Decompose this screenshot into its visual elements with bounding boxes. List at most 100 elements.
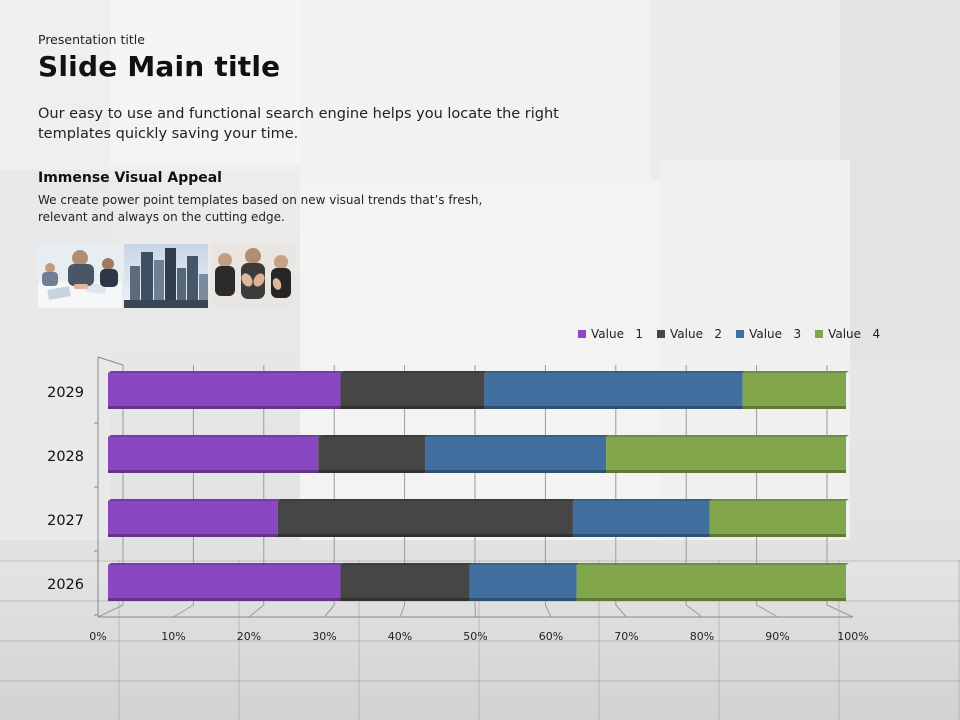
bar-segment bbox=[572, 501, 710, 537]
bar-segment bbox=[108, 437, 319, 473]
section-body: We create power point templates based on… bbox=[38, 193, 483, 224]
bar-segment-bottom bbox=[340, 598, 470, 601]
background-panel bbox=[110, 0, 300, 165]
floor-gridline bbox=[173, 604, 194, 618]
y-tick-label: 2028 bbox=[47, 449, 84, 465]
bar-segment-top bbox=[425, 435, 610, 437]
bar-segment-bottom bbox=[108, 598, 341, 601]
background-panel bbox=[0, 170, 110, 540]
bar-segment bbox=[709, 501, 846, 537]
bar-segment-top bbox=[108, 499, 281, 501]
bar-segment-bottom bbox=[277, 534, 573, 537]
legend-label: Value 4 bbox=[828, 327, 881, 341]
photo-applause bbox=[211, 244, 295, 308]
bar-segment bbox=[576, 565, 846, 601]
legend-item: Value 2 bbox=[657, 327, 722, 341]
bar-segment-bottom bbox=[108, 534, 278, 537]
bar-segment-top bbox=[340, 563, 473, 565]
legend-item: Value 4 bbox=[815, 327, 880, 341]
floor-gridline bbox=[97, 604, 124, 618]
x-tick-label: 50% bbox=[463, 630, 487, 643]
x-tick-label: 30% bbox=[312, 630, 336, 643]
bar-segment bbox=[340, 373, 485, 409]
bar-segment-top bbox=[709, 499, 849, 501]
bar-segment-bottom bbox=[108, 470, 319, 473]
bar-segment-bottom bbox=[108, 406, 341, 409]
photo-team-meeting bbox=[38, 244, 122, 308]
legend-item: Value 3 bbox=[736, 327, 801, 341]
floor-gridline bbox=[756, 604, 778, 618]
bar-segment bbox=[318, 437, 426, 473]
bar-segment-bottom bbox=[576, 598, 846, 601]
section-heading: Immense Visual Appeal bbox=[38, 170, 222, 186]
slide-main-title: Slide Main title bbox=[38, 50, 281, 83]
legend-label: Value 2 bbox=[670, 327, 723, 341]
legend-swatch bbox=[736, 330, 745, 338]
intro-text: Our easy to use and functional search en… bbox=[38, 106, 559, 142]
bar-segment-top bbox=[484, 371, 746, 373]
x-tick-label: 80% bbox=[690, 630, 714, 643]
bar-segment bbox=[340, 565, 470, 601]
background-panel bbox=[840, 0, 960, 360]
bar-segment bbox=[108, 501, 278, 537]
bar-segment-top bbox=[108, 371, 344, 373]
bar-segment-bottom bbox=[484, 406, 743, 409]
bar-segment bbox=[484, 373, 743, 409]
bar-segment-bottom bbox=[606, 470, 846, 473]
bar-segment-bottom bbox=[742, 406, 846, 409]
bar-segment-top bbox=[108, 563, 344, 565]
bar-segment-bottom bbox=[318, 470, 426, 473]
bar-segment-top bbox=[742, 371, 849, 373]
bar-segment bbox=[742, 373, 846, 409]
bar-segment-top bbox=[606, 435, 849, 437]
y-tick-label: 2029 bbox=[47, 385, 84, 401]
floor-gridline bbox=[826, 604, 854, 618]
bar-segment-top bbox=[108, 435, 322, 437]
legend-swatch bbox=[815, 330, 824, 338]
photo-city-skyline bbox=[124, 244, 208, 308]
bar-segment bbox=[108, 373, 341, 409]
bar-segment-bottom bbox=[340, 406, 485, 409]
y-axis-depth-line bbox=[97, 356, 124, 366]
bar-segment bbox=[277, 501, 573, 537]
bar-segment-bottom bbox=[709, 534, 846, 537]
x-tick-label: 10% bbox=[161, 630, 185, 643]
x-tick-label: 90% bbox=[765, 630, 789, 643]
bar-segment-top bbox=[576, 563, 849, 565]
bar-segment bbox=[108, 565, 341, 601]
background-panel bbox=[650, 0, 840, 160]
floor-gridline bbox=[474, 604, 476, 618]
background-panel bbox=[300, 0, 650, 180]
floor-gridline bbox=[399, 604, 406, 618]
bar-segment-top bbox=[572, 499, 713, 501]
x-tick-label: 40% bbox=[388, 630, 412, 643]
y-tick-label: 2026 bbox=[47, 577, 84, 593]
background-panel bbox=[300, 180, 660, 540]
bar-segment-bottom bbox=[469, 598, 577, 601]
background-panel bbox=[660, 160, 850, 540]
x-tick-label: 60% bbox=[539, 630, 563, 643]
x-tick-label: 70% bbox=[614, 630, 638, 643]
x-tick-label: 100% bbox=[837, 630, 868, 643]
legend-label: Value 3 bbox=[749, 327, 802, 341]
presentation-title: Presentation title bbox=[38, 32, 145, 47]
legend-swatch bbox=[578, 330, 586, 338]
bar-segment-top bbox=[318, 435, 429, 437]
floor-gridline bbox=[248, 604, 265, 618]
legend-label: Value 1 bbox=[591, 327, 644, 341]
y-tick-label: 2027 bbox=[47, 513, 84, 529]
x-tick-label: 0% bbox=[89, 630, 106, 643]
bar-segment-bottom bbox=[425, 470, 607, 473]
bar-segment-top bbox=[469, 563, 580, 565]
chart-legend: Value 1 Value 2 Value 3 Value 4 bbox=[578, 327, 880, 341]
bar-segment bbox=[606, 437, 846, 473]
bar-segment-top bbox=[277, 499, 576, 501]
bar-segment bbox=[469, 565, 577, 601]
floor-gridline bbox=[324, 604, 335, 618]
bar-segment bbox=[425, 437, 607, 473]
floor-gridline bbox=[544, 604, 552, 618]
bar-segment-bottom bbox=[572, 534, 710, 537]
legend-item: Value 1 bbox=[578, 327, 643, 341]
bar-segment-top bbox=[340, 371, 488, 373]
